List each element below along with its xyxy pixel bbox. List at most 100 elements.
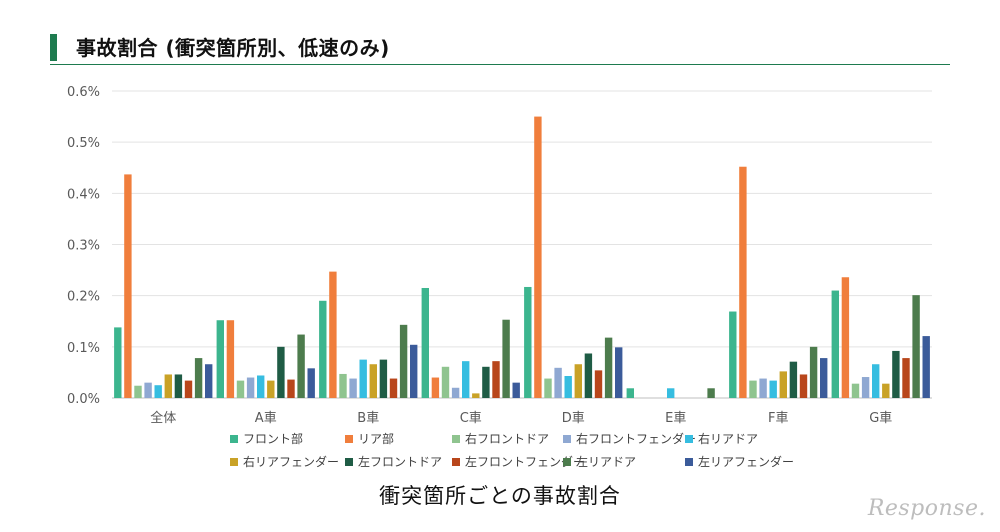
y-tick-label: 0.2%: [67, 290, 100, 305]
legend-label: 左リアドア: [576, 454, 636, 469]
bar: [861, 377, 870, 398]
legend-label: 右リアドア: [698, 431, 758, 446]
bar: [379, 359, 388, 398]
x-tick-label: G車: [869, 411, 892, 426]
x-tick-label: F車: [768, 411, 788, 426]
bar: [124, 174, 132, 398]
legend-swatch: [345, 458, 353, 466]
bar: [287, 379, 295, 398]
x-tick-label: B車: [357, 411, 379, 426]
bar: [319, 300, 327, 398]
legend-label: 右フロントドア: [465, 431, 549, 446]
bar: [584, 353, 593, 398]
header-accent-bar: [50, 34, 57, 61]
bar: [257, 375, 265, 398]
bar: [421, 287, 429, 398]
bar: [431, 377, 440, 398]
x-tick-label: C車: [460, 411, 482, 426]
bar: [707, 388, 715, 398]
legend-label: リア部: [358, 431, 394, 446]
legend-swatch: [563, 458, 571, 466]
bar: [472, 393, 480, 398]
bar: [594, 370, 603, 398]
bar: [809, 346, 818, 398]
bar: [841, 277, 850, 398]
bar: [389, 378, 398, 398]
slide-header: 事故割合 (衝突箇所別、低速のみ): [50, 26, 950, 66]
legend-swatch: [685, 435, 693, 443]
y-tick-label: 0.3%: [67, 239, 100, 254]
bar: [512, 382, 520, 398]
bar: [779, 371, 787, 398]
bar: [134, 385, 142, 398]
x-tick-label: D車: [562, 411, 585, 426]
bar-chart: 0.0% 0.1% 0.2% 0.3% 0.4% 0.5% 0.6% 全体 A車 B車 C車 D車 E車…: [67, 85, 932, 469]
bar: [872, 364, 880, 398]
bar: [759, 378, 767, 398]
bar: [194, 358, 203, 398]
legend-swatch: [452, 458, 460, 466]
bar: [114, 327, 122, 398]
bar: [277, 346, 285, 398]
bar: [851, 383, 860, 398]
bar: [922, 336, 930, 398]
bar: [882, 383, 890, 398]
y-tick-label: 0.4%: [67, 187, 100, 202]
bar: [789, 361, 798, 398]
bar: [462, 361, 470, 398]
bar: [892, 350, 900, 398]
bar: [369, 364, 377, 398]
bar: [799, 374, 808, 398]
x-tick-label: E車: [665, 411, 686, 426]
x-tick-label: 全体: [150, 410, 176, 426]
bar: [205, 364, 213, 398]
legend-swatch: [452, 435, 460, 443]
bar: [615, 347, 623, 398]
bar: [164, 374, 172, 398]
legend-label: 右フロントフェンダー: [576, 431, 696, 446]
bar: [399, 324, 408, 398]
bar: [831, 290, 839, 398]
legend-label: フロント部: [243, 431, 303, 446]
bar: [216, 320, 224, 398]
legend-label: 左リアフェンダー: [698, 454, 794, 469]
legend-swatch: [345, 435, 353, 443]
legend-label: 右リアフェンダー: [243, 454, 339, 469]
page-title: 事故割合 (衝突箇所別、低速のみ): [76, 36, 390, 60]
bar: [154, 385, 162, 398]
bar: [144, 382, 152, 398]
bar: [359, 359, 367, 398]
bar: [410, 344, 418, 398]
bar: [739, 166, 747, 398]
bar: [604, 337, 613, 398]
bar: [534, 116, 542, 398]
bar: [769, 380, 777, 398]
x-tick-label: A車: [255, 411, 277, 426]
bar: [184, 380, 193, 398]
bar: [749, 380, 757, 398]
bar: [226, 320, 235, 398]
legend-swatch: [685, 458, 693, 466]
bar: [729, 311, 737, 398]
header-divider: [50, 64, 950, 65]
bar: [246, 377, 255, 398]
legend-label: 左フロントドア: [358, 454, 442, 469]
bar: [441, 366, 450, 398]
bar: [307, 368, 315, 398]
bar: [236, 380, 245, 398]
bar: [544, 378, 552, 398]
response-logo: Response.: [867, 496, 986, 521]
bar: [524, 286, 532, 398]
bar: [554, 367, 562, 398]
y-tick-label: 0.6%: [67, 85, 100, 100]
bar: [339, 373, 347, 398]
y-tick-label: 0.5%: [67, 136, 100, 151]
bar: [626, 388, 634, 398]
bar: [902, 358, 910, 398]
legend-swatch: [230, 435, 238, 443]
bar: [451, 387, 460, 398]
bar: [492, 361, 500, 398]
legend-swatch: [563, 435, 571, 443]
chart-caption: 衝突箇所ごとの事故割合: [379, 484, 621, 508]
bar: [174, 374, 183, 398]
